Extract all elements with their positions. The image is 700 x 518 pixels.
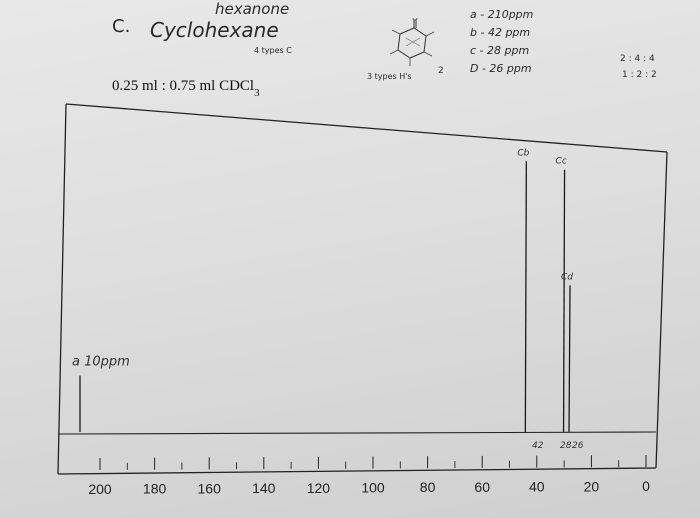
plot-frame (57, 103, 668, 475)
x-tick-label-40: 40 (529, 479, 545, 495)
x-tick-label-20: 20 (584, 478, 600, 494)
peak-2 (562, 169, 566, 433)
peak-annotations: a 10ppm Cb Cc Cd 42 28 26 (72, 148, 584, 451)
x-axis-tick-labels: 200 180 160 140 120 100 80 60 40 20 0 (88, 478, 650, 497)
concentration-subscript: 3 (254, 87, 260, 99)
concentration-text: 0.25 ml : 0.75 ml CDCl (112, 78, 255, 94)
shift-note-c: c - 28 ppm (470, 44, 530, 57)
peak-label-3: Cd (561, 272, 573, 282)
shift-note-b: b - 42 ppm (470, 26, 531, 39)
peak-axis-note-28: 28 (560, 441, 572, 451)
x-tick-label-80: 80 (420, 479, 436, 495)
shift-note-d: D - 26 ppm (470, 62, 532, 75)
note-hydrogen-types: 3 types H's (367, 72, 412, 81)
x-tick-label-180: 180 (143, 481, 167, 497)
note-carbon-types: 4 types C (254, 46, 292, 55)
spectrum-peaks (79, 161, 571, 433)
item-letter: C. (112, 16, 131, 37)
peak-label-1: Cb (517, 148, 529, 158)
peak-3 (568, 285, 571, 433)
handwritten-hexanone: hexanone (215, 0, 290, 18)
ratio-note-1: 2 : 4 : 4 (620, 54, 655, 64)
note-h-count: 2 (438, 66, 444, 76)
cyclohexanone-sketch-icon (389, 18, 435, 66)
peak-1 (524, 161, 527, 433)
concentration-label: 0.25 ml : 0.75 ml CDCl3 (112, 78, 260, 99)
x-tick-label-160: 160 (198, 480, 222, 496)
x-tick-label-0: 0 (642, 478, 650, 494)
x-tick-label-100: 100 (361, 480, 385, 496)
peak-label-2: Cc (556, 157, 567, 167)
compound-name: Cyclohexane (150, 18, 279, 42)
x-tick-label-200: 200 (88, 481, 112, 497)
x-axis-ticks (99, 455, 647, 470)
peak-axis-note-26: 26 (572, 441, 584, 451)
x-tick-label-140: 140 (252, 480, 276, 496)
peak-axis-note-42: 42 (532, 441, 544, 451)
shift-note-a: a - 210ppm (470, 8, 534, 21)
x-tick-label-60: 60 (474, 479, 490, 495)
peak-label-0: a 10ppm (72, 355, 130, 370)
x-tick-label-120: 120 (307, 480, 331, 496)
ratio-note-2: 1 : 2 : 2 (622, 70, 657, 80)
